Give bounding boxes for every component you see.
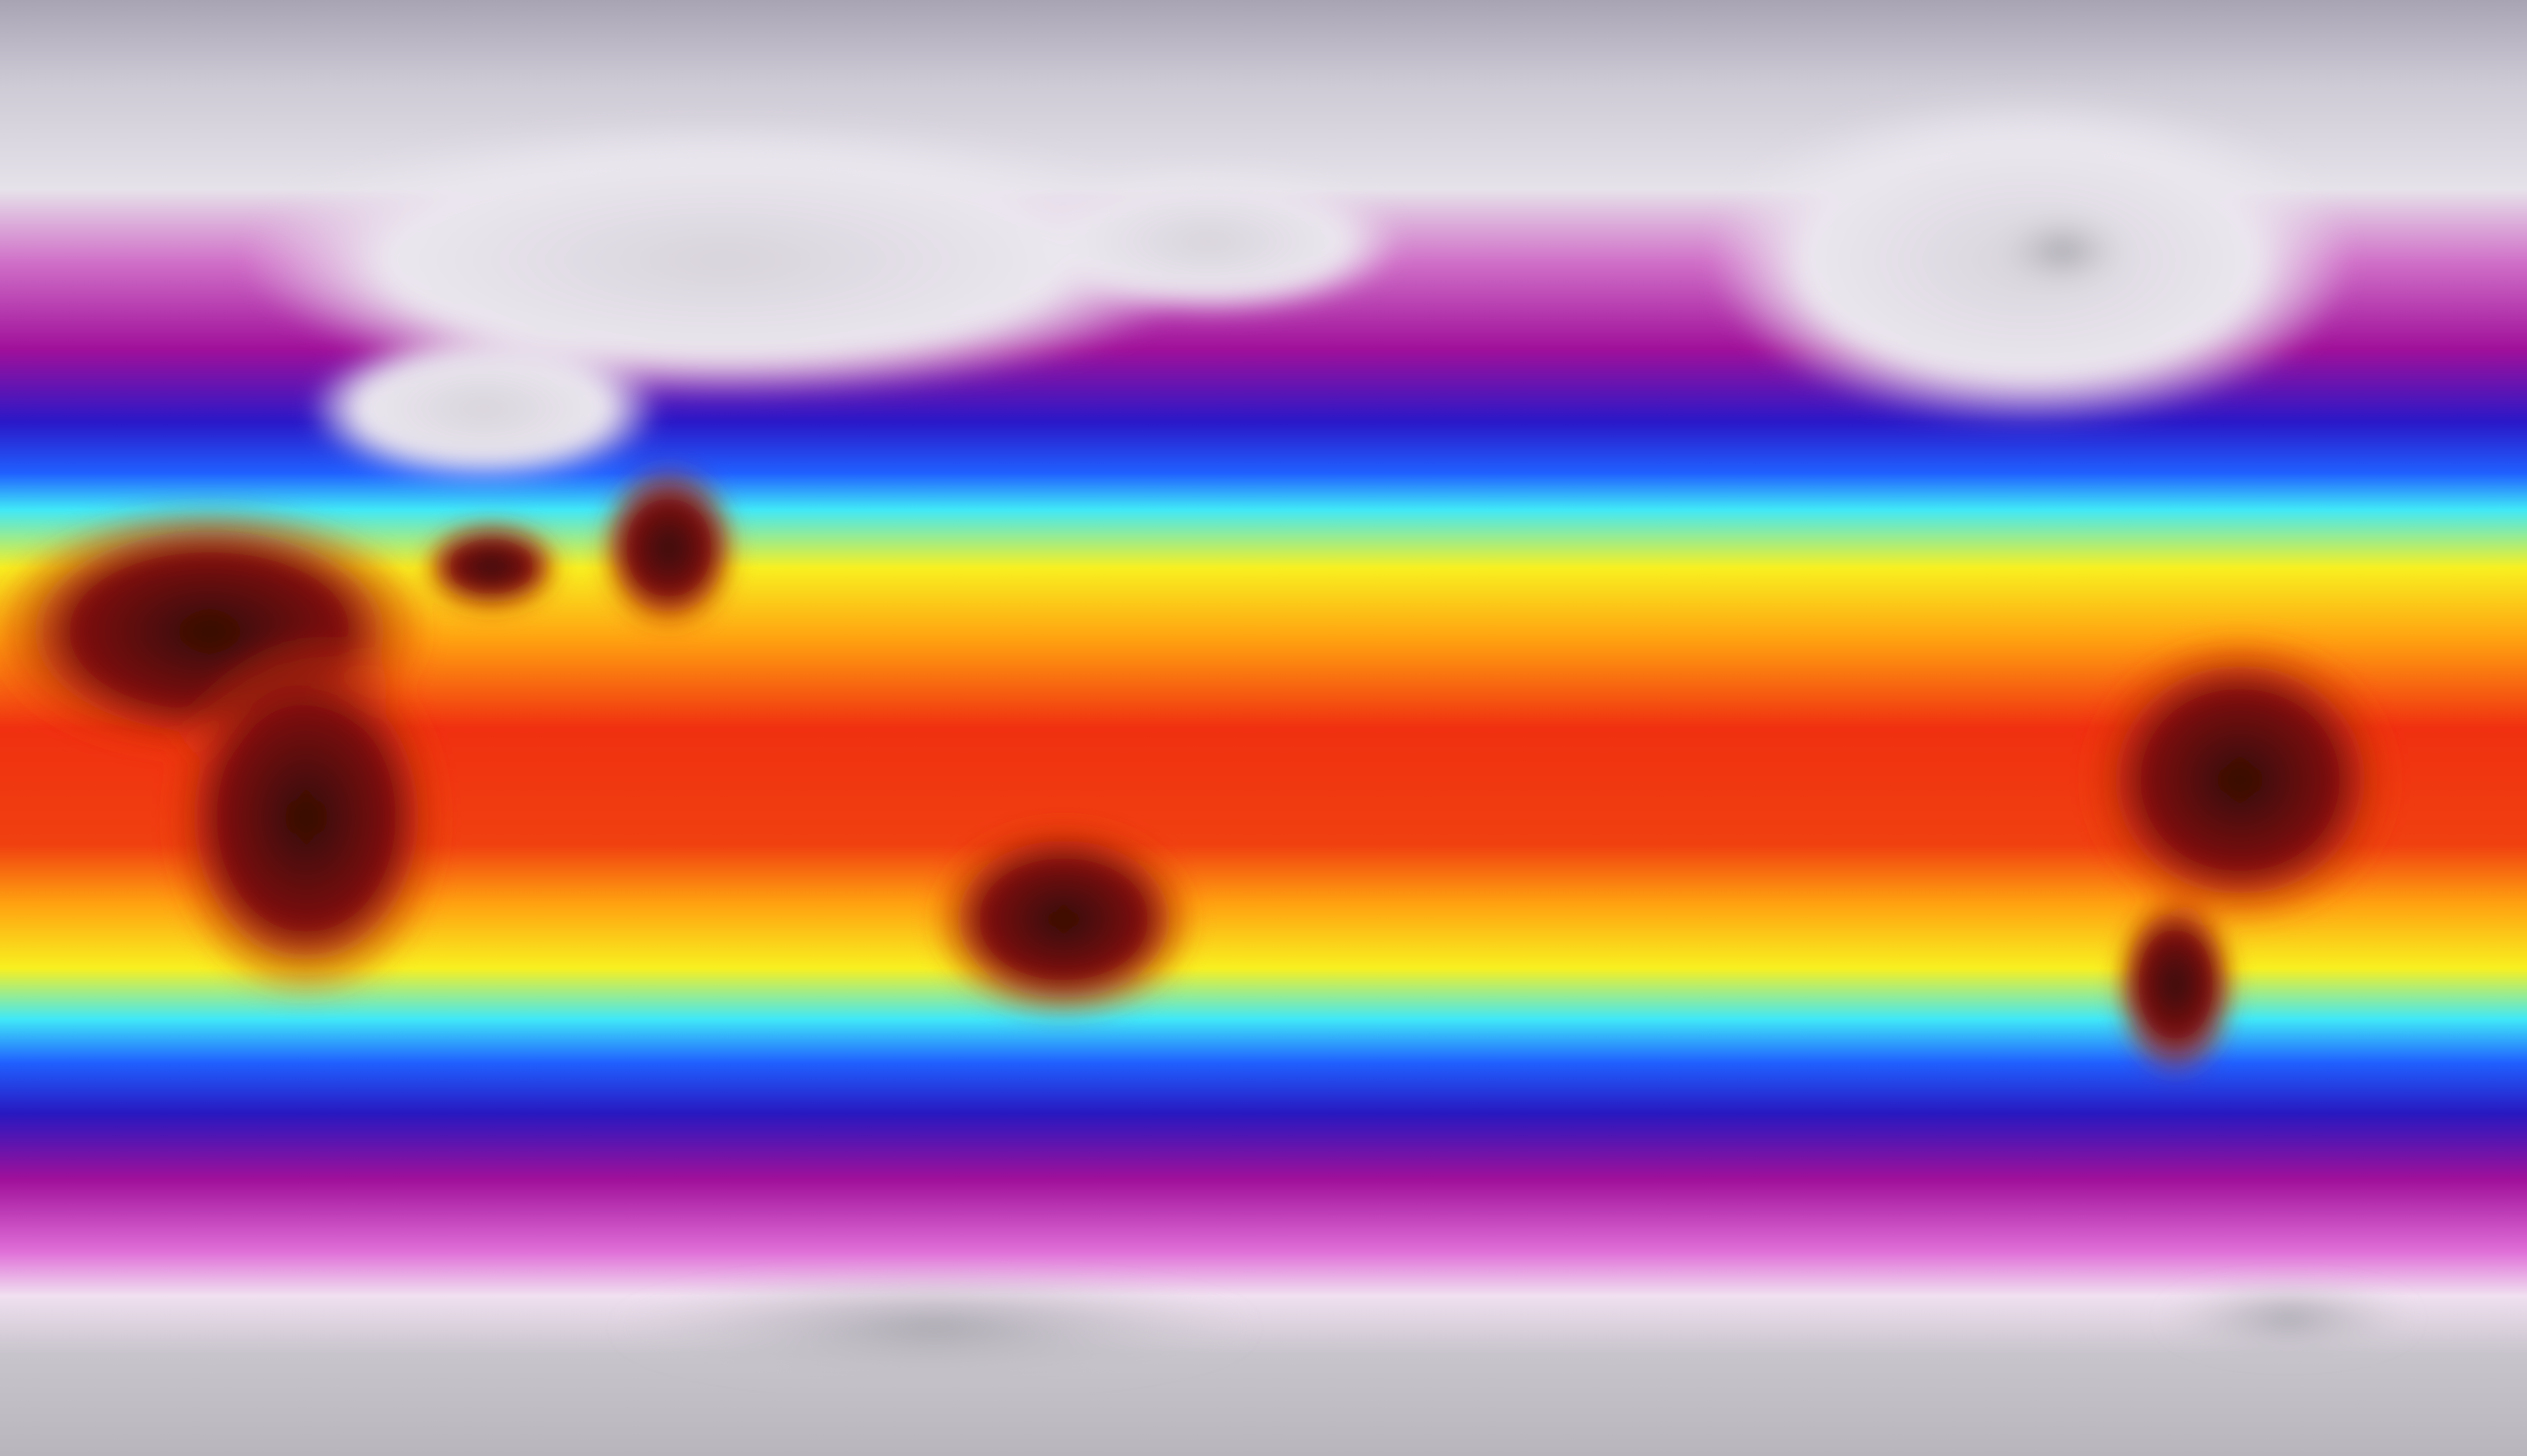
southern-africa [161,631,451,1003]
eurasia [242,120,1209,400]
arabia [419,520,565,613]
northern-landmasses [242,92,2353,483]
southern-features [612,1272,2418,1384]
australia [926,817,1201,1022]
central-asia [306,334,661,483]
south-america-south [2111,891,2240,1077]
hot-landmasses [0,464,2402,1077]
india [596,464,741,632]
siberia-east [1015,167,1402,316]
antarctica-shadow [612,1272,1257,1384]
antarctic-peninsula [2159,1281,2418,1356]
hudson-bay [1998,213,2128,288]
south-america [2079,631,2402,929]
